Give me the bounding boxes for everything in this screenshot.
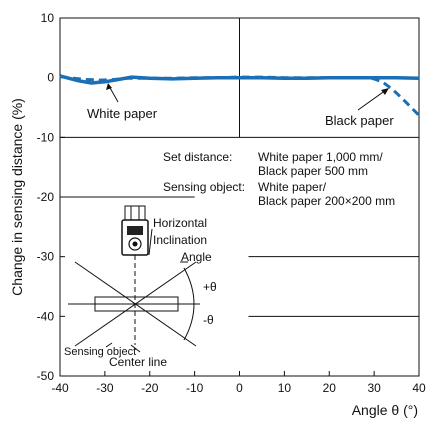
sensing-object-line2: Black paper 200×200 mm (258, 194, 395, 208)
sensor-indicator-icon (127, 226, 143, 235)
x-tick-label: -10 (186, 381, 204, 395)
y-tick-label: -50 (37, 369, 55, 383)
white-paper-leader-arrow (106, 83, 112, 90)
plus-theta-label: +θ (203, 280, 217, 294)
y-tick-label: 0 (47, 71, 54, 85)
black-paper-line (59, 75, 421, 117)
y-tick-label: -30 (37, 250, 55, 264)
minus-theta-label: -θ (203, 313, 214, 327)
set-distance-line2: Black paper 500 mm (258, 164, 368, 178)
inclination-diagram: Horizontal Inclination Angle +θ -θ Sensi… (64, 205, 217, 369)
y-tick-label: 10 (41, 11, 55, 25)
x-tick-label: 20 (323, 381, 337, 395)
y-tick-label: -10 (37, 130, 55, 144)
x-axis-title: Angle θ (°) (352, 402, 418, 418)
black-paper-leader (357, 89, 387, 111)
white-paper-leader (108, 85, 119, 103)
sensing-object-small-label: Sensing object (64, 346, 136, 358)
y-tick-label: -40 (37, 309, 55, 323)
series-layer (59, 74, 421, 117)
black-paper-leader-arrow (381, 88, 389, 95)
black-paper-label: Black paper (325, 113, 394, 128)
inclination-label: Inclination (153, 233, 207, 247)
x-tick-label: 40 (412, 381, 426, 395)
x-tick-label: 30 (367, 381, 381, 395)
x-tick-label: 0 (236, 381, 243, 395)
incline-line-minus (74, 261, 197, 347)
set-distance-line1: White paper 1,000 mm/ (258, 150, 383, 164)
x-tick-label: 10 (278, 381, 292, 395)
set-distance-label: Set distance: (163, 150, 232, 164)
y-axis-ticks: 10 0 -10 -20 -30 -40 -50 (37, 11, 65, 383)
x-tick-label: -40 (51, 381, 69, 395)
angle-arc (183, 267, 195, 341)
white-paper-label: White paper (87, 106, 158, 121)
sensor-cable-icon (124, 205, 146, 221)
x-tick-label: -30 (96, 381, 114, 395)
sensor-lens-icon (128, 237, 142, 251)
sensing-object-line1: White paper/ (258, 180, 327, 194)
x-axis-ticks: -40 -30 -20 -10 0 10 20 30 40 (51, 371, 426, 395)
horizontal-label: Horizontal (153, 216, 207, 230)
sensing-object-label: Sensing object: (163, 180, 245, 194)
y-tick-label: -20 (37, 190, 55, 204)
x-tick-label: -20 (141, 381, 159, 395)
sensing-object-box (94, 296, 179, 312)
center-line-label: Center line (109, 355, 167, 369)
angle-label: Angle (181, 250, 212, 264)
y-axis-title: Change in sensing distance (%) (9, 98, 25, 296)
